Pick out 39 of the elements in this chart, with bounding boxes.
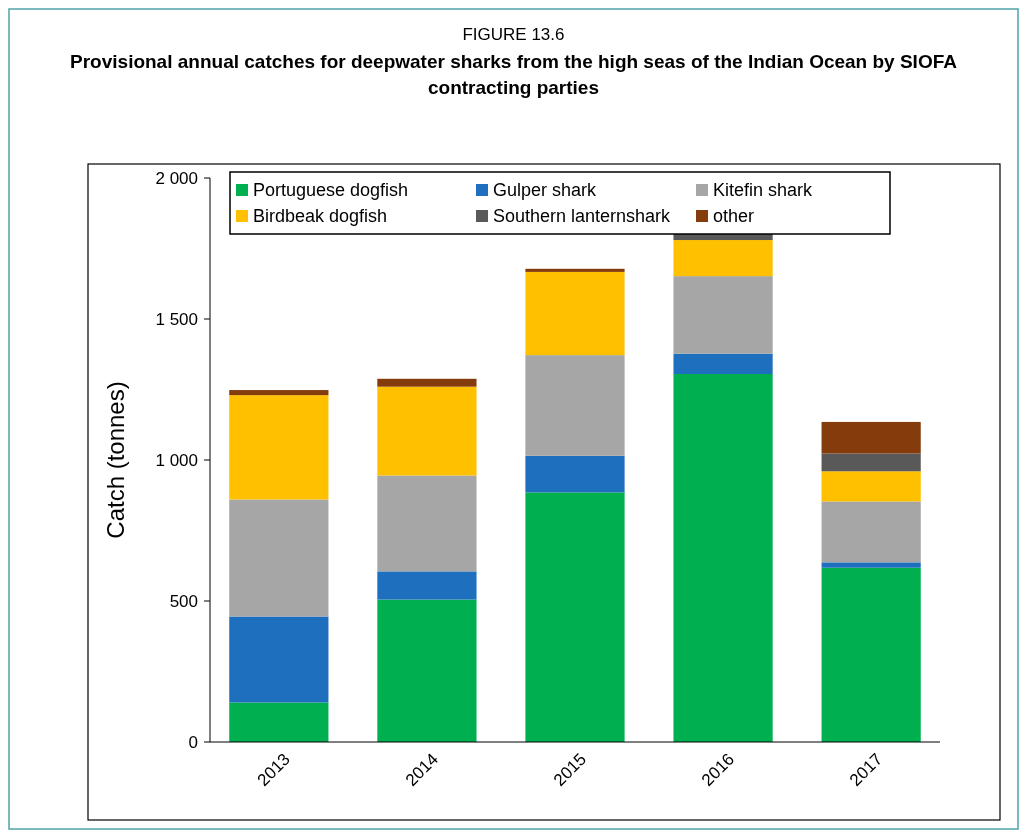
bar xyxy=(377,599,477,742)
y-tick-label: 1 500 xyxy=(155,309,198,329)
legend-label: Birdbeak dogfish xyxy=(253,206,388,227)
bar xyxy=(525,492,625,742)
bar xyxy=(821,471,921,502)
bar xyxy=(673,276,773,354)
bar xyxy=(821,567,921,742)
bar xyxy=(525,355,625,456)
legend-label: Gulper shark xyxy=(493,180,598,201)
legend-label: other xyxy=(713,206,755,227)
bar xyxy=(525,271,625,356)
y-tick-label: 1 000 xyxy=(155,450,198,470)
legend-label: Southern lanternshark xyxy=(493,206,672,227)
bar xyxy=(377,386,477,476)
bar xyxy=(821,453,921,472)
y-tick-label: 2 000 xyxy=(155,168,198,188)
bar xyxy=(525,455,625,493)
bar xyxy=(377,475,477,572)
bar xyxy=(673,240,773,277)
y-axis-title: Catch (tonnes) xyxy=(102,381,129,539)
bar xyxy=(377,571,477,600)
bar xyxy=(229,499,329,617)
bar xyxy=(229,390,329,396)
bar xyxy=(377,378,477,387)
bar xyxy=(525,268,625,272)
bar xyxy=(229,616,329,703)
legend-label: Kitefin shark xyxy=(713,180,814,201)
legend-label: Portuguese dogfish xyxy=(253,180,409,201)
bar xyxy=(673,353,773,374)
bar xyxy=(821,562,921,568)
chart-subtitle: Provisional annual catches for deepwater sharks from the high seas of the Indian Ocean by SIOFA contracting parties xyxy=(70,51,958,98)
bar xyxy=(229,395,329,500)
y-tick-label: 0 xyxy=(188,732,198,752)
bar xyxy=(673,373,773,742)
bar xyxy=(229,702,329,742)
chart-title: FIGURE 13.6 xyxy=(462,25,565,44)
bar xyxy=(821,421,921,454)
bar xyxy=(821,501,921,563)
y-tick-label: 500 xyxy=(169,591,198,611)
